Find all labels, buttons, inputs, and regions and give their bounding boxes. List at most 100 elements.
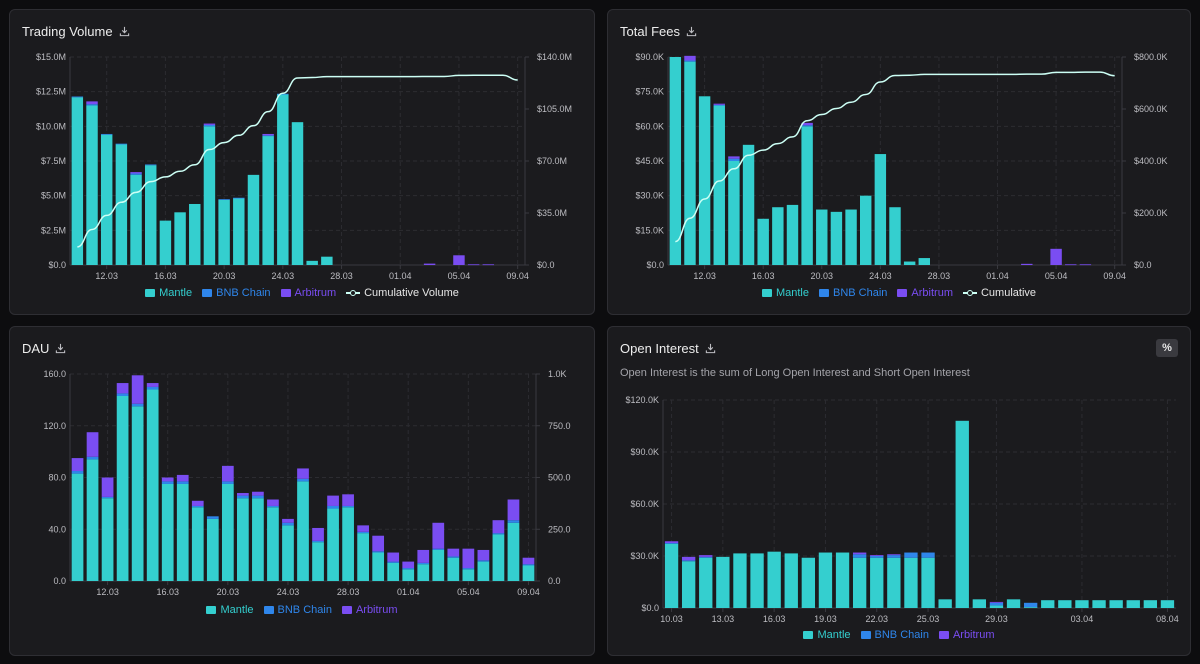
percent-toggle-button[interactable]: % (1156, 339, 1178, 357)
download-icon[interactable] (55, 343, 66, 354)
bar-bnb-chain (801, 125, 813, 127)
bar-arbitrum (267, 499, 279, 506)
legend-item-arbitrum[interactable]: Arbitrum (280, 287, 336, 299)
x-tick-label: 22.03 (865, 614, 888, 624)
download-icon[interactable] (119, 26, 130, 37)
open-interest-panel: Open Interest % Open Interest is the sum… (607, 326, 1191, 656)
bar-arbitrum (801, 122, 813, 126)
bar-bnb-chain (86, 104, 98, 106)
y-tick-label: $15.0K (635, 225, 664, 235)
bar-arbitrum (1079, 264, 1092, 266)
bar-arbitrum (327, 495, 339, 506)
x-tick-label: 01.04 (986, 271, 1009, 281)
bar-bnb-chain (447, 556, 460, 558)
download-icon[interactable] (686, 26, 697, 37)
bar-arbitrum (387, 552, 400, 562)
bar-arbitrum (870, 555, 884, 556)
bar-bnb-chain (417, 562, 430, 565)
bar-bnb-chain (218, 199, 230, 200)
y-tick-label: $45.0K (635, 156, 664, 166)
bar-arbitrum (402, 561, 415, 569)
legend-item-cumulative[interactable]: Cumulative (962, 287, 1036, 299)
bar-bnb-chain (145, 164, 157, 166)
x-tick-label: 16.03 (156, 587, 179, 597)
legend-item-arbitrum[interactable]: Arbitrum (341, 604, 398, 616)
bar-arbitrum (507, 499, 520, 521)
bar-mantle (750, 553, 764, 608)
legend-item-bnb-chain[interactable]: BNB Chain (860, 629, 929, 641)
bar-bnb-chain (357, 531, 369, 534)
bar-mantle (728, 161, 740, 265)
legend-label: Mantle (220, 604, 254, 616)
bar-mantle (1160, 600, 1175, 608)
bar-mantle (830, 211, 843, 265)
legend-label: BNB Chain (874, 629, 929, 641)
bar-mantle (100, 134, 113, 265)
bar-bnb-chain (101, 496, 114, 499)
bar-arbitrum (131, 375, 144, 404)
bar-mantle (903, 261, 916, 265)
x-tick-label: 28.03 (928, 271, 951, 281)
bar-bnb-chain (372, 551, 385, 553)
bar-bnb-chain (887, 555, 901, 558)
x-tick-label: 09.04 (517, 587, 540, 597)
legend-item-arbitrum[interactable]: Arbitrum (897, 287, 953, 299)
bar-mantle (938, 599, 952, 608)
bar-mantle (852, 557, 867, 608)
bar-mantle (522, 565, 535, 581)
bar-bnb-chain (203, 124, 216, 127)
x-tick-label: 08.04 (1156, 614, 1179, 624)
dau-panel: DAU 0.0 40.0 80.0 120.0 160.0 0.0 250.0 500.0 75… (9, 326, 595, 656)
bar-arbitrum (492, 520, 505, 534)
bar-bnb-chain (176, 481, 189, 484)
bar-mantle (1075, 600, 1089, 608)
open-interest-legend: Mantle BNB Chain Arbitrum (608, 629, 1190, 641)
legend-item-mantle[interactable]: Mantle (803, 629, 851, 641)
legend-item-cumulative-volume[interactable]: Cumulative Volume (346, 287, 459, 299)
x-tick-label: 01.04 (397, 587, 420, 597)
legend-item-mantle[interactable]: Mantle (145, 287, 192, 299)
legend-item-mantle[interactable]: Mantle (761, 287, 809, 299)
bar-bnb-chain (664, 543, 679, 544)
bar-mantle (86, 105, 98, 266)
legend-item-arbitrum[interactable]: Arbitrum (938, 629, 995, 641)
bar-mantle (845, 209, 857, 265)
trading-volume-legend: Mantle BNB Chain Arbitrum Cumulative Volume (10, 287, 594, 299)
bar-bnb-chain (71, 471, 84, 474)
bar-mantle (233, 198, 245, 265)
legend-item-mantle[interactable]: Mantle (206, 604, 254, 616)
bar-bnb-chain (191, 505, 204, 508)
bar-mantle (161, 483, 174, 581)
bar-arbitrum (887, 554, 901, 556)
legend-swatch (263, 606, 274, 614)
y2-tick-label: $400.0K (1134, 156, 1168, 166)
bar-mantle (402, 569, 415, 581)
bar-mantle (733, 553, 747, 608)
bar-bnb-chain (402, 568, 415, 570)
x-tick-label: 16.03 (763, 614, 786, 624)
legend-item-bnb-chain[interactable]: BNB Chain (263, 604, 332, 616)
legend-item-bnb-chain[interactable]: BNB Chain (819, 287, 887, 299)
bar-arbitrum (522, 557, 535, 565)
bar-bnb-chain (432, 548, 445, 550)
download-icon[interactable] (705, 343, 716, 354)
legend-item-bnb-chain[interactable]: BNB Chain (202, 287, 271, 299)
bar-mantle (955, 420, 969, 608)
x-tick-label: 03.04 (1071, 614, 1094, 624)
open-interest-title: Open Interest (620, 341, 699, 356)
legend-label: Arbitrum (952, 629, 995, 641)
bar-mantle (159, 220, 172, 265)
dau-title: DAU (22, 341, 50, 356)
bar-mantle (507, 522, 520, 581)
bar-mantle (131, 406, 144, 581)
bar-arbitrum (989, 601, 1004, 603)
bar-mantle (71, 97, 84, 265)
open-interest-chart: $0.0 $30.0K $60.0K $90.0K $120.0K 10.03 13.03 1… (625, 395, 1179, 624)
x-tick-label: 12.03 (96, 587, 119, 597)
y2-tick-label: $140.0M (537, 52, 572, 62)
legend-label: Mantle (775, 287, 809, 299)
bar-mantle (699, 557, 713, 608)
bar-bnb-chain (221, 481, 234, 484)
bar-arbitrum (684, 55, 696, 61)
bar-mantle (221, 483, 234, 581)
